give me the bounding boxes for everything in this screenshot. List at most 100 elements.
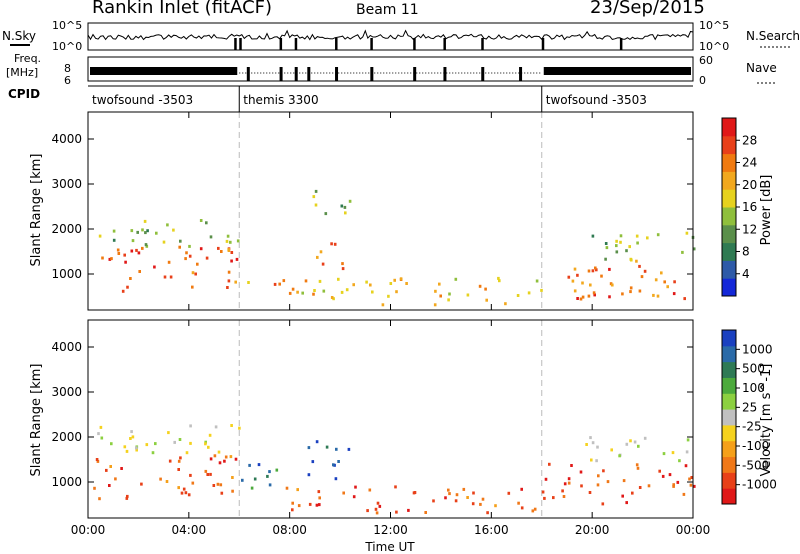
scatter-cell: [324, 212, 328, 216]
scatter-cell: [333, 242, 337, 246]
date-title: 23/Sep/2015: [590, 0, 705, 18]
scatter-cell: [690, 476, 693, 479]
scatter-cell: [318, 279, 322, 283]
scatter-cell: [121, 289, 125, 293]
scatter-cell: [227, 279, 231, 283]
scatter-cell: [635, 463, 639, 467]
scatter-cell: [318, 496, 321, 500]
scatter-cell: [313, 289, 316, 292]
scatter-cell: [208, 433, 212, 437]
scatter-cell: [685, 231, 689, 235]
scatter-cell: [185, 451, 189, 455]
scatter-cell: [682, 492, 686, 496]
scatter-cell: [685, 450, 689, 454]
beam-title: Beam 11: [356, 2, 419, 18]
scatter-cell: [647, 484, 651, 488]
scatter-cell: [278, 282, 281, 286]
scatter-cell: [335, 447, 338, 451]
scatter-cell: [253, 477, 257, 481]
scatter-cell: [376, 501, 380, 505]
scatter-cell: [343, 205, 347, 209]
scatter-cell: [219, 483, 223, 487]
scatter-cell: [533, 507, 537, 511]
scatter-cell: [212, 484, 216, 487]
scatter-cell: [173, 440, 176, 444]
scatter-cell: [137, 251, 141, 255]
scatter-cell: [448, 292, 451, 296]
scatter-cell: [112, 238, 116, 242]
scatter-cell: [110, 442, 113, 446]
scatter-cell: [643, 436, 647, 440]
scatter-cell: [179, 456, 182, 460]
cpid-segment-label: twofsound -3503: [92, 93, 193, 107]
scatter-cell: [466, 496, 469, 499]
power-cbar-label: Power [dB]: [759, 175, 774, 246]
power-colorbar: 4 8 12 16 20 24 28: [721, 117, 757, 297]
scatter-cell: [581, 281, 584, 285]
scatter-cell: [317, 490, 321, 494]
scatter-cell: [207, 445, 210, 449]
scatter-cell: [636, 241, 639, 245]
scatter-cell: [155, 231, 158, 235]
scatter-cell: [129, 277, 132, 280]
scatter-cell: [636, 466, 640, 470]
scatter-cell: [191, 271, 195, 275]
scatter-cell: [172, 228, 175, 232]
scatter-cell: [205, 221, 208, 225]
scatter-cell: [597, 474, 600, 478]
scatter-cell: [497, 276, 500, 280]
scatter-cell: [199, 247, 203, 251]
colorbar-tick-label: -1000: [742, 478, 777, 492]
nsearch-label: N.Search: [746, 29, 800, 43]
scatter-cell: [405, 282, 408, 285]
scatter-cell: [238, 426, 241, 430]
scatter-cell: [125, 496, 129, 500]
scatter-cell: [332, 463, 335, 467]
power-ylabel: Slant Range [km]: [29, 154, 44, 267]
scatter-cell: [621, 494, 624, 498]
scatter-cell: [204, 440, 207, 444]
scatter-cell: [250, 486, 254, 490]
scatter-cell: [315, 440, 319, 444]
scatter-cell: [217, 246, 220, 250]
scatter-cell: [387, 294, 390, 298]
scatter-cell: [130, 249, 134, 253]
scatter-cell: [602, 469, 605, 473]
scatter-cell: [472, 491, 475, 495]
scatter-cell: [666, 285, 669, 289]
y-tick-label: 3000: [51, 385, 82, 399]
scatter-cell: [296, 290, 299, 294]
scatter-cell: [116, 248, 120, 252]
scatter-cell: [247, 281, 250, 284]
scatter-cell: [296, 488, 299, 492]
scatter-cell: [541, 490, 545, 494]
freq-tick: [481, 67, 485, 81]
scatter-cell: [341, 267, 345, 271]
scatter-cell: [213, 454, 217, 458]
scatter-cell: [314, 203, 318, 207]
colorbar-swatch: [722, 260, 736, 279]
scatter-cell: [337, 460, 340, 463]
scatter-cell: [123, 445, 127, 449]
scatter-cell: [520, 506, 524, 510]
scatter-cell: [660, 271, 663, 275]
scatter-cell: [110, 257, 113, 261]
scatter-cell: [105, 468, 108, 472]
scatter-cell: [567, 481, 571, 485]
scatter-cell: [540, 288, 543, 292]
scatter-cell: [266, 474, 269, 478]
scatter-cell: [635, 234, 639, 238]
nave-tick-low: 0: [699, 74, 706, 87]
scatter-cell: [605, 246, 609, 250]
scatter-cell: [485, 298, 488, 302]
scatter-cell: [307, 446, 311, 450]
nsky-drop: [294, 38, 298, 50]
scatter-cell: [646, 236, 649, 240]
nsky-trace: [87, 29, 694, 41]
scatter-cell: [108, 257, 112, 261]
scatter-cell: [375, 511, 379, 515]
scatter-cell: [177, 486, 180, 490]
scatter-cell: [579, 470, 583, 474]
scatter-cell: [348, 199, 352, 203]
scatter-cell: [531, 509, 535, 513]
